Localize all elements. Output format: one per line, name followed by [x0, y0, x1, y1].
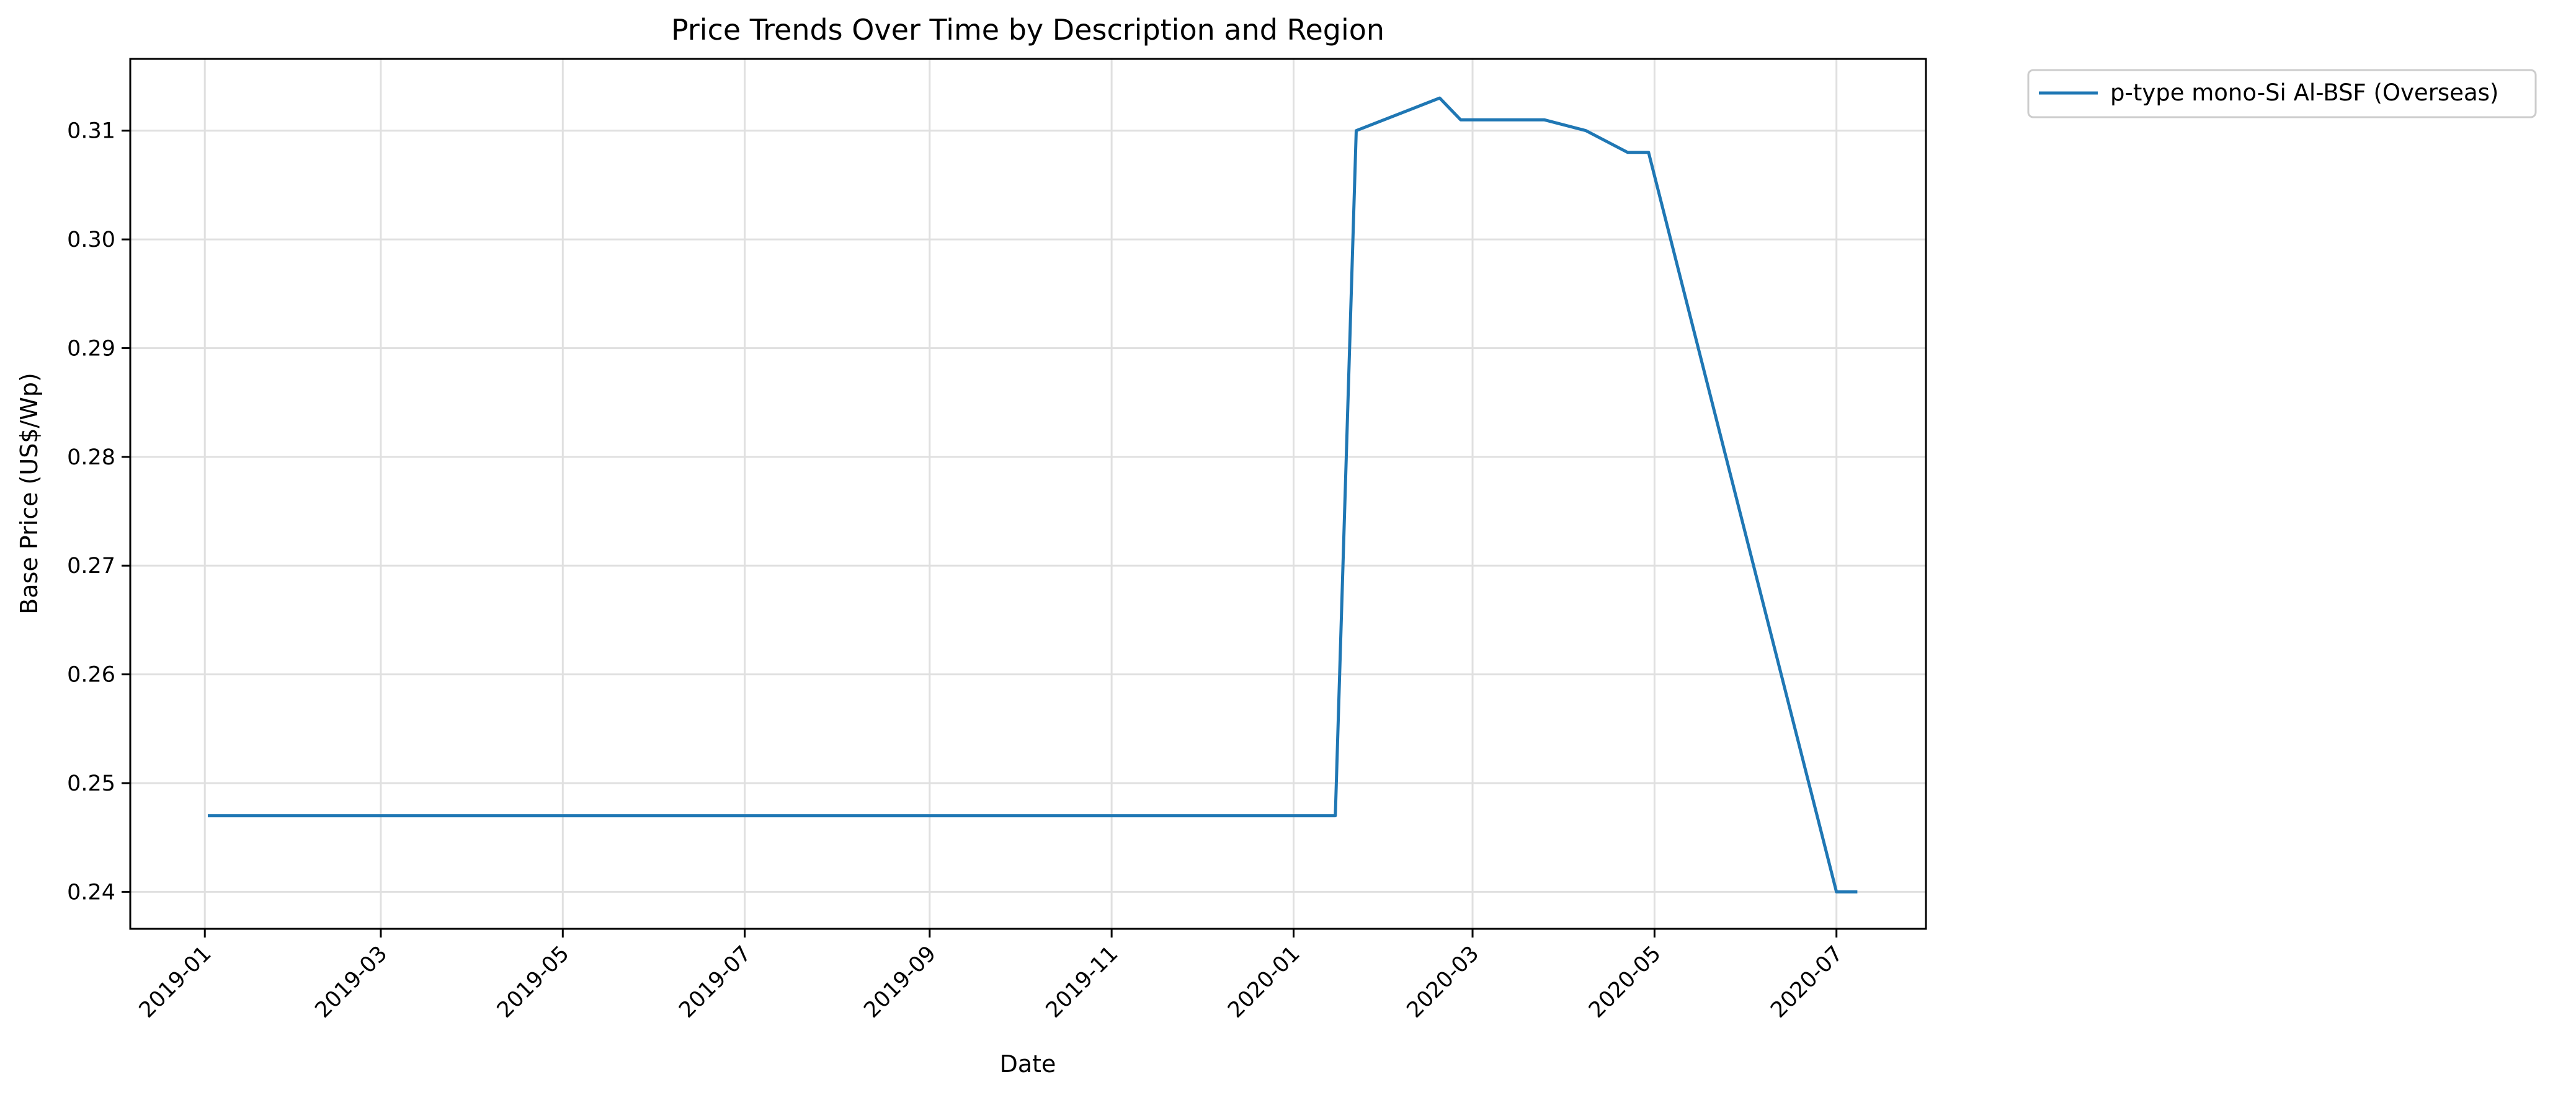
grid: [130, 59, 1926, 929]
y-tick-label: 0.26: [67, 663, 115, 688]
y-tick-label: 0.31: [67, 119, 115, 144]
x-axis-label: Date: [1000, 1050, 1056, 1078]
chart-title: Price Trends Over Time by Description an…: [671, 13, 1384, 47]
legend-label: p-type mono-Si Al-BSF (Overseas): [2110, 79, 2498, 106]
y-axis-ticks: 0.24 0.25 0.26 0.27 0.28 0.29 0.30 0.31: [67, 119, 130, 905]
series-line: [208, 96, 1858, 893]
plot-frame: [129, 58, 1927, 930]
y-axis-label: Base Price (US$/Wp): [16, 373, 43, 614]
y-tick-label: 0.27: [67, 554, 115, 579]
y-tick-label: 0.29: [67, 336, 115, 361]
y-tick-label: 0.25: [67, 771, 115, 796]
legend-frame: [2027, 69, 2537, 118]
y-tick-label: 0.30: [67, 228, 115, 252]
y-tick-label: 0.28: [67, 445, 115, 470]
legend: p-type mono-Si Al-BSF (Overseas): [2027, 69, 2537, 118]
y-tick-label: 0.24: [67, 880, 115, 905]
series-layer: [208, 96, 1858, 893]
